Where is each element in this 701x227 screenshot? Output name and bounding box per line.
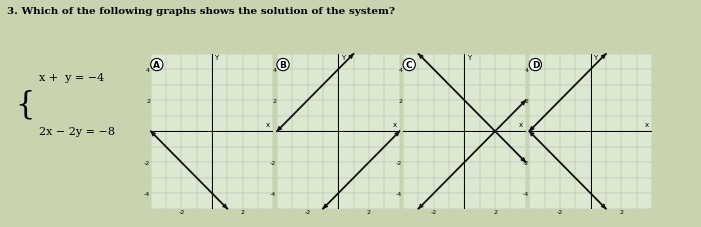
Text: Y: Y [215,55,219,61]
Text: B: B [280,61,287,70]
Text: Y: Y [593,55,597,61]
Text: x: x [645,122,649,128]
Text: Y: Y [341,55,345,61]
Text: {: { [15,89,35,120]
Text: x: x [393,122,397,128]
Text: A: A [154,61,161,70]
Text: D: D [531,61,539,70]
Text: 2x − 2y = −8: 2x − 2y = −8 [39,127,114,137]
Text: Y: Y [467,55,471,61]
Text: x: x [266,122,271,128]
Text: x +  y = −4: x + y = −4 [39,72,104,82]
Text: x: x [519,122,523,128]
Text: 3. Which of the following graphs shows the solution of the system?: 3. Which of the following graphs shows t… [7,7,395,16]
Text: C: C [406,61,412,70]
